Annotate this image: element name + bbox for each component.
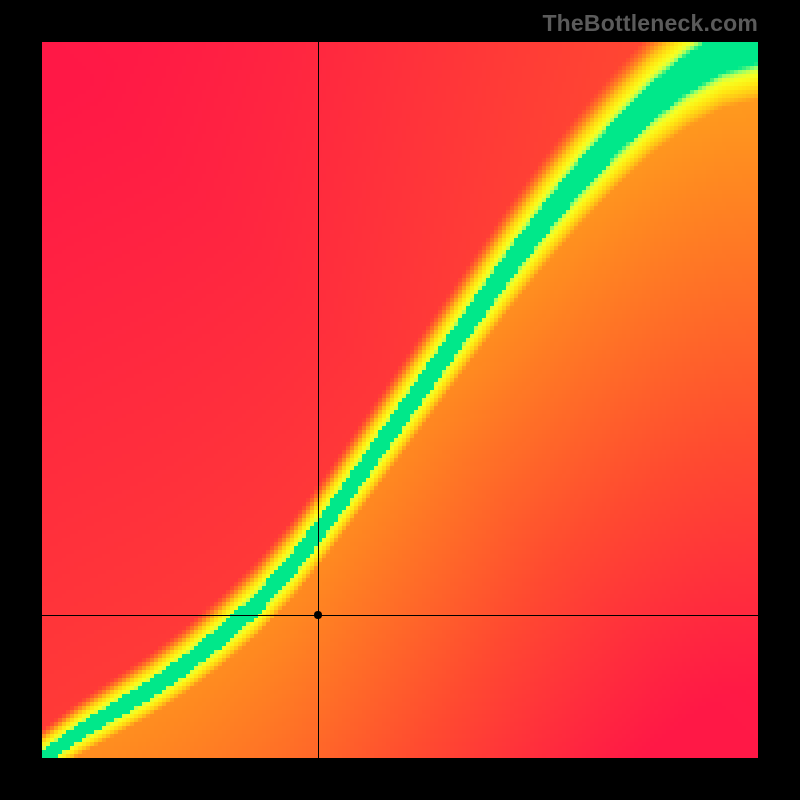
crosshair-dot <box>313 610 323 620</box>
plot-area <box>42 42 758 758</box>
outer-frame: TheBottleneck.com <box>0 0 800 800</box>
watermark-text: TheBottleneck.com <box>542 10 758 37</box>
crosshair-vertical <box>318 42 319 758</box>
crosshair-horizontal <box>42 615 758 616</box>
bottleneck-heatmap <box>42 42 758 758</box>
